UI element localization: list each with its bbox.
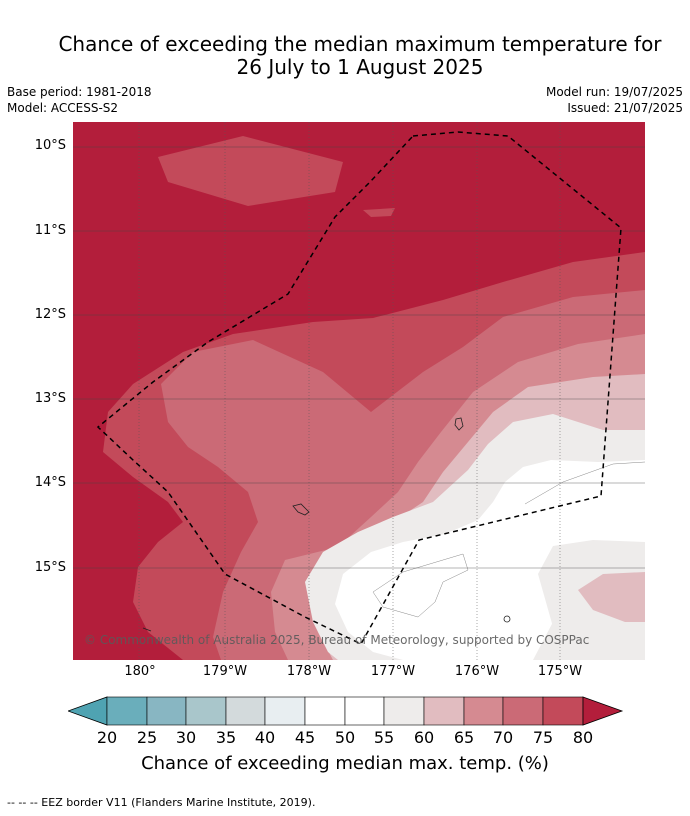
colorbar-bin: [225, 696, 266, 726]
lon-label: 180°: [124, 664, 156, 679]
colorbar-tick-label: 35: [215, 728, 237, 747]
colorbar-tick-label: 30: [175, 728, 197, 747]
zone-75-patch: [158, 136, 343, 206]
colorbar-tick-label: 45: [294, 728, 316, 747]
copyright-notice: © Commonwealth of Australia 2025, Bureau…: [84, 633, 590, 647]
colorbar-bin: [463, 696, 504, 726]
lon-label: 175°W: [537, 664, 583, 679]
colorbar-tick-label: 80: [572, 728, 594, 747]
colorbar-bin: [542, 696, 584, 726]
lat-label: 12°S: [34, 307, 66, 322]
colorbar-tick-label: 75: [532, 728, 554, 747]
issued-date: Issued: 21/07/2025: [567, 101, 683, 115]
eez-footnote: -- -- -- EEZ border V11 (Flanders Marine…: [7, 796, 316, 809]
lon-label: 179°W: [202, 664, 248, 679]
model-run: Model run: 19/07/2025: [545, 85, 683, 99]
eez-border: [96, 131, 622, 645]
colorbar-bin: [502, 696, 544, 726]
lat-label: 15°S: [34, 560, 66, 575]
zone-60-island: [578, 572, 645, 622]
colorbar-arrow-low: [68, 696, 108, 726]
colorbar-tick-label: 70: [492, 728, 514, 747]
lon-label: 176°W: [454, 664, 500, 679]
colorbar-tick-label: 60: [413, 728, 435, 747]
colorbar: [68, 696, 624, 726]
base-period: Base period: 1981-2018: [7, 85, 152, 99]
colorbar-tick-label: 50: [334, 728, 356, 747]
chart-title-line1: Chance of exceeding the median maximum t…: [58, 32, 662, 56]
probability-map: [73, 122, 645, 660]
colorbar-tick-label: 25: [136, 728, 158, 747]
chart-title-line2: 26 July to 1 August 2025: [236, 55, 484, 79]
model-name: Model: ACCESS-S2: [7, 101, 119, 115]
zone-75-islet: [363, 208, 395, 217]
graticule-lat: [73, 146, 645, 569]
island-outline: [292, 503, 310, 516]
zone-80-west: [73, 642, 128, 660]
lon-label: 178°W: [286, 664, 332, 679]
colorbar-title: Chance of exceeding median max. temp. (%…: [141, 753, 549, 774]
colorbar-arrow-high: [582, 696, 624, 726]
colorbar-bin: [185, 696, 227, 726]
colorbar-bin: [264, 696, 306, 726]
lat-label: 11°S: [34, 223, 66, 238]
colorbar-bin: [146, 696, 187, 726]
colorbar-bin: [106, 696, 148, 726]
lat-label: 14°S: [34, 475, 66, 490]
colorbar-tick-label: 40: [254, 728, 276, 747]
colorbar-bin: [344, 696, 385, 726]
island-outline: [142, 627, 152, 632]
colorbar-bin: [383, 696, 425, 726]
colorbar-tick-label: 20: [96, 728, 118, 747]
contour-line-east: [524, 461, 645, 505]
island-outline: [454, 417, 464, 431]
colorbar-tick-label: 55: [373, 728, 395, 747]
contour-line: [372, 553, 469, 618]
lat-label: 13°S: [34, 391, 66, 406]
lat-label: 10°S: [34, 138, 66, 153]
colorbar-tick-label: 65: [453, 728, 475, 747]
island-outline: [503, 615, 511, 623]
colorbar-bin: [304, 696, 346, 726]
colorbar-bin: [423, 696, 465, 726]
lon-label: 177°W: [370, 664, 416, 679]
zone-50: [335, 460, 645, 660]
